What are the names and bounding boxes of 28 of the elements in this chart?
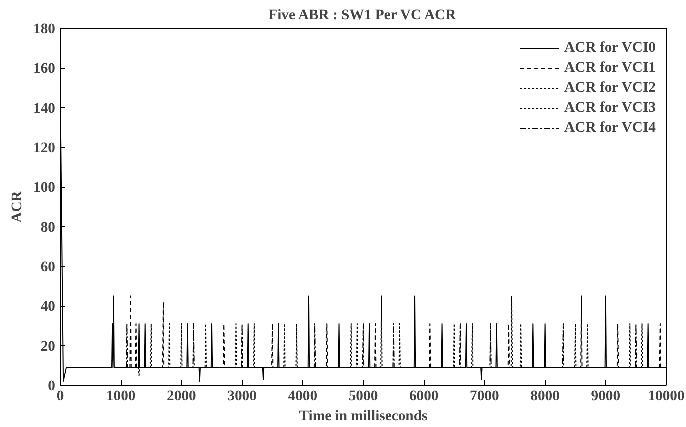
x-tick-label: 9000	[591, 388, 621, 404]
y-tick-label: 100	[34, 180, 56, 196]
x-tick-label: 8000	[530, 388, 560, 404]
x-tick-label: 10000	[648, 388, 685, 404]
y-tick-label: 180	[34, 22, 56, 38]
y-tick-label: 160	[34, 61, 56, 78]
legend-label: ACR for VCI2	[564, 80, 656, 96]
legend-label: ACR for VCI4	[564, 120, 656, 136]
x-tick-label: 3000	[228, 388, 257, 404]
y-tick-label: 0	[48, 378, 56, 394]
x-axis-title: Time in milliseconds	[299, 408, 428, 424]
chart-title: Five ABR : SW1 Per VC ACR	[268, 8, 457, 24]
legend-label: ACR for VCI0	[564, 40, 656, 56]
x-tick-label: 1000	[106, 388, 136, 404]
y-axis-title: ACR	[10, 190, 26, 223]
y-tick-label: 60	[40, 260, 56, 276]
y-tick-label: 80	[40, 220, 56, 236]
legend-label: ACR for VCI3	[564, 100, 656, 116]
y-tick-label: 20	[40, 338, 56, 355]
x-tick-label: 6000	[409, 388, 439, 404]
x-tick-label: 4000	[288, 388, 318, 404]
y-tick-label: 40	[40, 299, 56, 316]
x-tick-label: 2000	[167, 388, 196, 404]
x-tick-label: 5000	[348, 388, 378, 404]
y-tick-label: 120	[34, 140, 56, 156]
legend-label: ACR for VCI1	[564, 60, 656, 76]
y-tick-label: 140	[34, 100, 56, 117]
x-tick-label: 7000	[470, 388, 500, 404]
